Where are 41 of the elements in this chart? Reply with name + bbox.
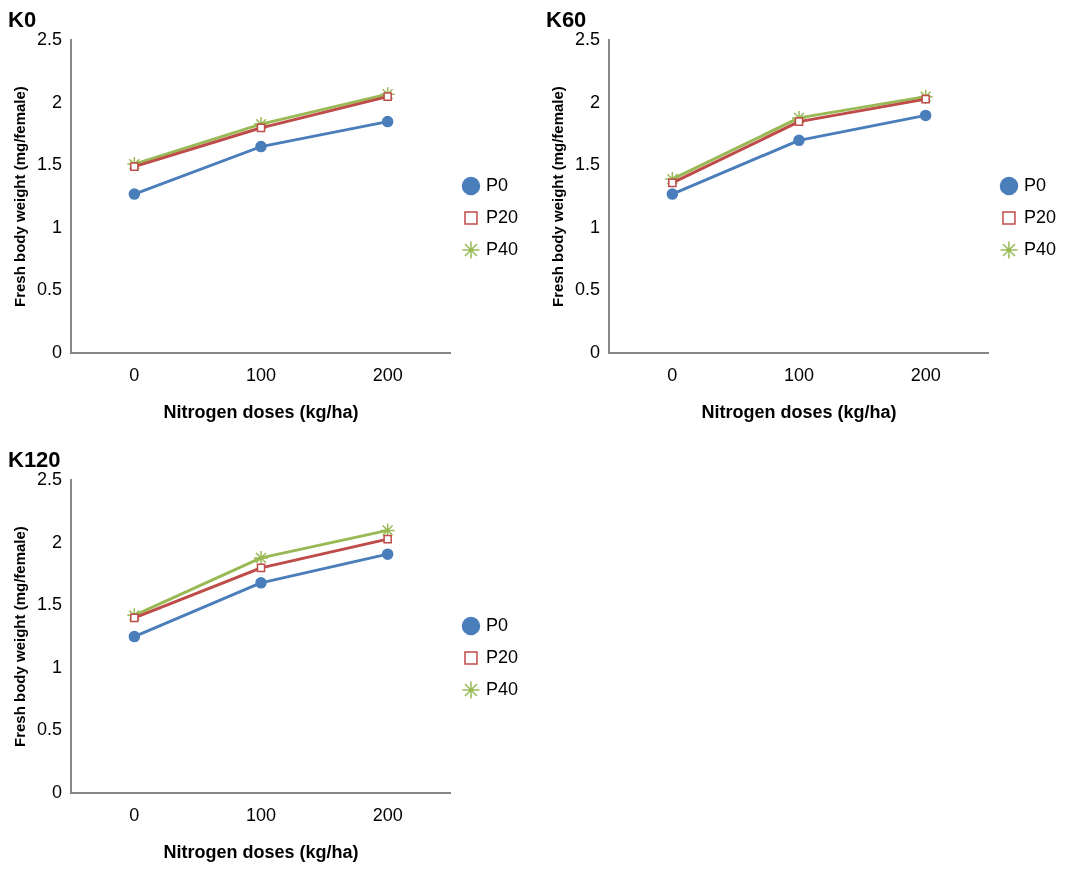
legend-label: P0 <box>485 174 508 195</box>
x-tick-label: 100 <box>783 364 815 385</box>
y-tick-label: 0 <box>590 341 601 362</box>
y-tick-label: 1.5 <box>36 594 63 615</box>
x-tick-label: 200 <box>372 804 403 825</box>
y-tick-label: 2.5 <box>36 29 63 50</box>
y-tick-label: 2 <box>590 91 601 112</box>
x-axis-title: Nitrogen doses (kg/ha) <box>163 842 359 863</box>
y-tick-label: 2 <box>52 531 63 552</box>
y-tick-label: 1.5 <box>574 154 601 175</box>
legend-label: P40 <box>1023 238 1056 259</box>
legend-label: P40 <box>485 238 518 259</box>
chart-title: K0 <box>8 7 37 33</box>
x-tick-label: 0 <box>129 804 140 825</box>
legend-label: P20 <box>1023 206 1056 227</box>
legend-label: P20 <box>485 646 518 667</box>
y-tick-label: 0 <box>52 781 63 802</box>
y-tick-label: 0.5 <box>574 279 601 300</box>
legend-label: P0 <box>485 614 508 635</box>
x-tick-label: 0 <box>129 364 140 385</box>
y-tick-label: 1.5 <box>36 154 63 175</box>
y-tick-label: 0 <box>52 341 63 362</box>
y-tick-label: 2 <box>52 91 63 112</box>
legend-label: P0 <box>1023 174 1046 195</box>
y-axis-title: Fresh body weight (mg/female) <box>11 526 29 748</box>
y-tick-label: 1 <box>52 656 63 677</box>
x-tick-label: 100 <box>245 364 277 385</box>
y-tick-label: 1 <box>52 216 63 237</box>
y-axis-title: Fresh body weight (mg/female) <box>549 86 567 308</box>
x-axis-title: Nitrogen doses (kg/ha) <box>163 402 359 423</box>
x-axis-title: Nitrogen doses (kg/ha) <box>701 402 897 423</box>
y-tick-label: 0.5 <box>36 719 63 740</box>
y-tick-label: 0.5 <box>36 279 63 300</box>
legend-label: P20 <box>485 206 518 227</box>
y-axis-title: Fresh body weight (mg/female) <box>11 86 29 308</box>
x-tick-label: 0 <box>667 364 678 385</box>
legend-label: P40 <box>485 678 518 699</box>
x-tick-label: 200 <box>372 364 403 385</box>
x-tick-label: 100 <box>245 804 277 825</box>
y-tick-label: 1 <box>590 216 601 237</box>
x-tick-label: 200 <box>910 364 941 385</box>
